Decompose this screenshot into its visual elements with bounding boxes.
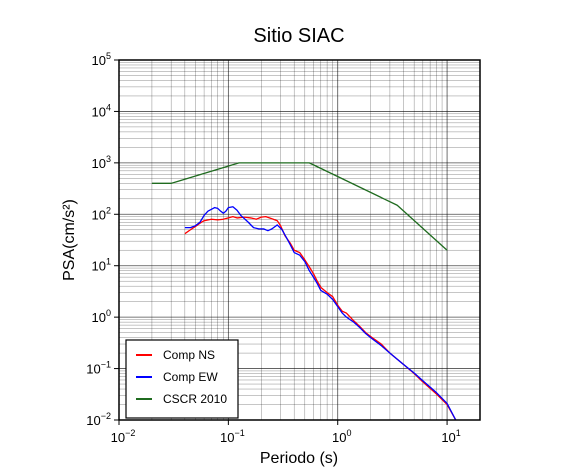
x-tick-label: 101	[441, 428, 460, 445]
chart-title: Sitio SIAC	[253, 25, 344, 47]
series-line-cscr-2010	[151, 162, 448, 251]
series-layer	[151, 162, 457, 420]
x-tick-label: 10−2	[111, 428, 136, 445]
y-axis-label: PSA(cm/s²)	[61, 199, 78, 281]
grid	[118, 59, 481, 421]
series-line-comp-ew	[184, 206, 457, 420]
x-tick-label: 10−1	[220, 428, 245, 445]
x-tick-label: 100	[332, 428, 351, 445]
y-tick-label: 101	[92, 257, 111, 274]
legend-label: Comp EW	[163, 370, 218, 384]
ticks: 10−2 10−1 100 101 10−2 10−1 100 101 102 103 104 105	[86, 51, 461, 445]
y-tick-label: 102	[92, 205, 111, 222]
plot-frame	[118, 59, 481, 421]
legend-box	[125, 339, 239, 419]
y-tick-label: 105	[92, 51, 111, 68]
legend-label: Comp NS	[163, 348, 215, 362]
y-tick-label: 104	[92, 102, 111, 119]
y-tick-label: 103	[92, 154, 111, 171]
series-line-comp-ns	[184, 215, 457, 420]
y-tick-label: 10−2	[86, 411, 111, 428]
legend-label: CSCR 2010	[163, 392, 227, 406]
y-tick-label: 10−1	[86, 360, 111, 377]
y-tick-label: 100	[92, 308, 111, 325]
x-axis-label: Periodo (s)	[260, 450, 338, 467]
legend: Comp NS Comp EW CSCR 2010	[125, 339, 239, 419]
